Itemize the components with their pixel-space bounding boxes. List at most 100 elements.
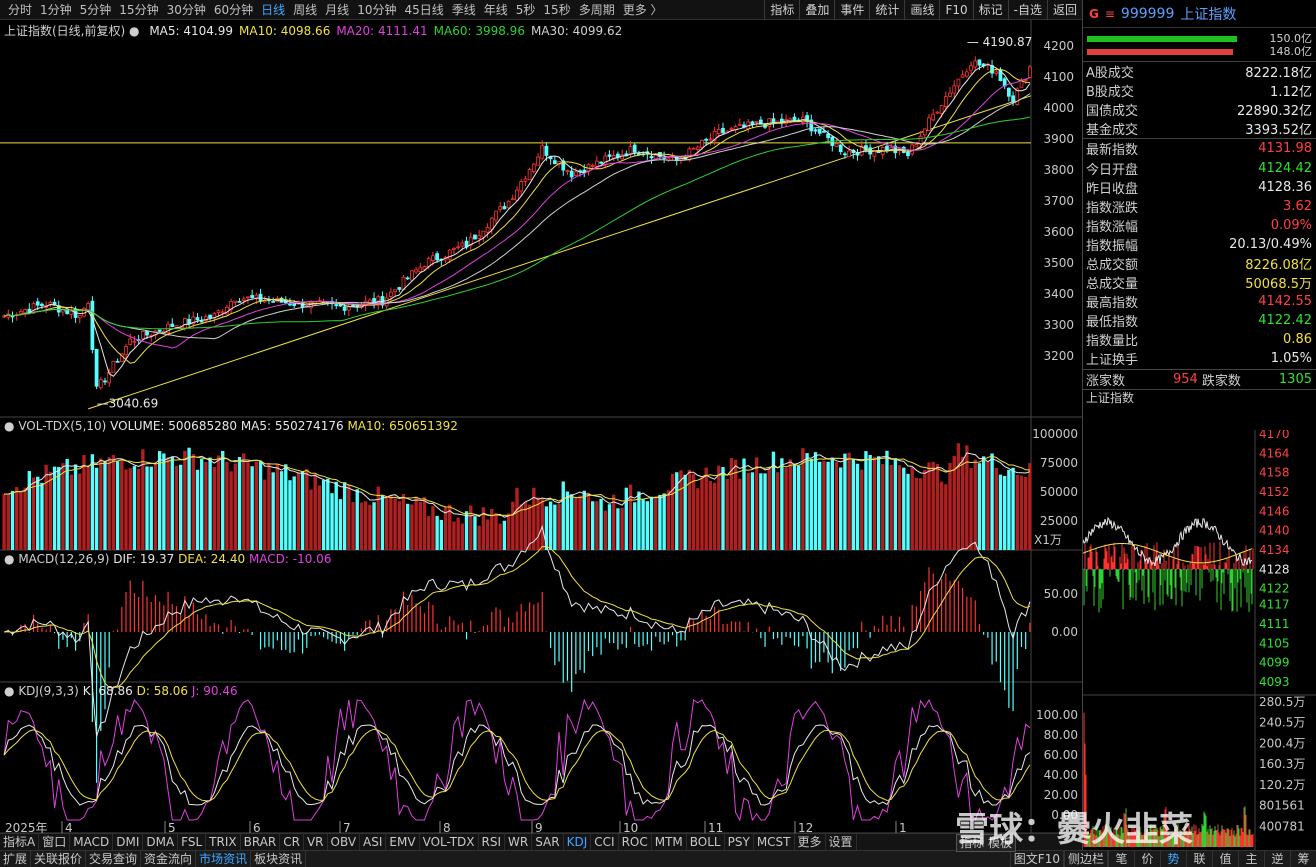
period-tab[interactable]: 季线: [451, 2, 476, 17]
indicator-tab[interactable]: 设置: [826, 834, 857, 850]
indicator-tab[interactable]: SAR: [532, 834, 564, 850]
indicator-tab[interactable]: RSI: [479, 834, 506, 850]
indicator-tab[interactable]: 更多: [795, 834, 826, 850]
chart-canvas[interactable]: — 4190.87 —3040.69 4200 4100 4000 3900 3800 370…: [0, 20, 1082, 835]
period-tab[interactable]: 月线: [325, 2, 350, 17]
indicator-tab[interactable]: ASI: [360, 834, 387, 850]
candle-body: [216, 310, 221, 313]
indicator-tab[interactable]: OBV: [328, 834, 361, 850]
sidebar-icon[interactable]: 筹: [1290, 851, 1316, 867]
mini-avg-line: [1083, 543, 1253, 564]
tool-button[interactable]: -自选: [1007, 0, 1047, 20]
volume-bar: [1007, 469, 1011, 550]
kline-chart-area[interactable]: — 4190.87 —3040.69 4200 4100 4000 3900 3800 370…: [0, 20, 1082, 842]
sidebar-icon[interactable]: 价: [1134, 851, 1160, 867]
candle-body: [771, 118, 776, 123]
tool-button[interactable]: 指标: [764, 0, 799, 20]
indicator-tab[interactable]: TRIX: [206, 834, 241, 850]
period-tab[interactable]: 更多 〉: [622, 2, 663, 17]
status-tab[interactable]: 资金流向: [141, 851, 197, 867]
period-tab[interactable]: 多周期: [578, 2, 615, 17]
period-tab[interactable]: 15秒: [543, 2, 571, 17]
status-right-item[interactable]: 图文F10: [1009, 851, 1064, 867]
indicator-tab[interactable]: EMV: [386, 834, 420, 850]
indicator-tab[interactable]: MCST: [754, 834, 795, 850]
period-tab[interactable]: 15分钟: [119, 2, 159, 17]
indicator-tab[interactable]: WR: [505, 834, 533, 850]
period-tab[interactable]: 日线: [261, 2, 286, 17]
period-tab[interactable]: 45日线: [404, 2, 444, 17]
popup-label[interactable]: 指标: [960, 836, 985, 850]
menu-icon[interactable]: ≡: [1104, 6, 1115, 21]
indicator-tab[interactable]: FSL: [178, 834, 207, 850]
volume-bar: [132, 466, 137, 550]
indicator-tab[interactable]: MTM: [652, 834, 687, 850]
indicator-popup[interactable]: 指标 模板: [956, 834, 1016, 852]
period-tab[interactable]: 周线: [293, 2, 318, 17]
volume-bar: [305, 468, 309, 550]
volume-bar: [767, 468, 771, 550]
status-tab[interactable]: 关联报价: [31, 851, 87, 867]
tool-button[interactable]: 事件: [834, 0, 869, 20]
period-tab[interactable]: 1分钟: [40, 2, 72, 17]
x-label: 2025年: [5, 821, 48, 833]
volume-bar: [843, 453, 847, 550]
indicator-tab[interactable]: 指标A: [0, 834, 40, 850]
period-tab[interactable]: 10分钟: [357, 2, 397, 17]
indicator-tab[interactable]: VR: [304, 834, 328, 850]
indicator-tab[interactable]: KDJ: [564, 834, 592, 850]
quote-row: B股成交 1.12亿: [1083, 81, 1316, 100]
volume-bar: [679, 470, 683, 550]
period-tab[interactable]: 60分钟: [213, 2, 254, 17]
indicator-tab[interactable]: MACD: [70, 834, 114, 850]
indicator-tab[interactable]: BOLL: [687, 834, 725, 850]
period-tab[interactable]: 5分钟: [79, 2, 112, 17]
indicator-tab[interactable]: 窗口: [39, 834, 71, 850]
indicator-tab[interactable]: BRAR: [241, 834, 281, 850]
volume-bar: [969, 468, 973, 550]
status-tab[interactable]: 市场资讯: [196, 851, 252, 867]
candle-body: [489, 217, 494, 230]
status-tab[interactable]: 板块资讯: [251, 851, 307, 867]
indicator-tab[interactable]: CR: [280, 834, 304, 850]
status-right-item[interactable]: 侧边栏: [1063, 851, 1108, 867]
vol-title: VOL-TDX(5,10): [18, 419, 107, 433]
indicator-tab[interactable]: VOL-TDX: [420, 834, 479, 850]
intraday-chart[interactable]: 4170 4164 4158 4152 4146 4140 4134 4128 4122 4117…: [1083, 430, 1316, 850]
candle-body: [384, 297, 389, 307]
indicator-tab[interactable]: DMI: [113, 834, 144, 850]
sidebar-icon[interactable]: 主: [1238, 851, 1264, 867]
popup-label2[interactable]: 模板: [987, 836, 1012, 850]
sidebar-icon[interactable]: 联: [1186, 851, 1212, 867]
candle-body: [111, 360, 116, 373]
tool-button[interactable]: F10: [939, 0, 972, 20]
tool-button[interactable]: 画线: [904, 0, 939, 20]
volume-bar: [649, 496, 654, 550]
ma20-line: [3, 77, 1031, 349]
volume-bar: [801, 448, 805, 550]
status-tab[interactable]: 扩展: [0, 851, 32, 867]
period-tab[interactable]: 年线: [483, 2, 508, 17]
quote-label: 最高指数: [1086, 296, 1139, 312]
sidebar-icon[interactable]: 笔: [1108, 851, 1134, 867]
indicator-tab[interactable]: CCI: [591, 834, 619, 850]
sidebar-icon[interactable]: 势: [1160, 851, 1186, 867]
tool-button[interactable]: 统计: [869, 0, 904, 20]
period-tab[interactable]: 30分钟: [166, 2, 206, 17]
period-tab[interactable]: 5秒: [515, 2, 536, 17]
tool-button[interactable]: 返回: [1046, 0, 1082, 20]
volume-bar: [351, 502, 355, 550]
sidebar-icon[interactable]: 值: [1212, 851, 1238, 867]
tool-button[interactable]: 叠加: [799, 0, 834, 20]
indicator-tab[interactable]: ROC: [619, 834, 652, 850]
tool-button[interactable]: 标记: [972, 0, 1008, 20]
volume-bar: [750, 472, 755, 550]
volume-bar: [637, 491, 641, 550]
status-tab[interactable]: 交易查询: [86, 851, 142, 867]
candle-body: [737, 124, 742, 126]
indicator-tab[interactable]: PSY: [725, 834, 754, 850]
volume-bar: [595, 501, 599, 550]
sidebar-icon[interactable]: 逆: [1264, 851, 1290, 867]
period-tab[interactable]: 分时: [8, 2, 33, 17]
indicator-tab[interactable]: DMA: [143, 834, 179, 850]
